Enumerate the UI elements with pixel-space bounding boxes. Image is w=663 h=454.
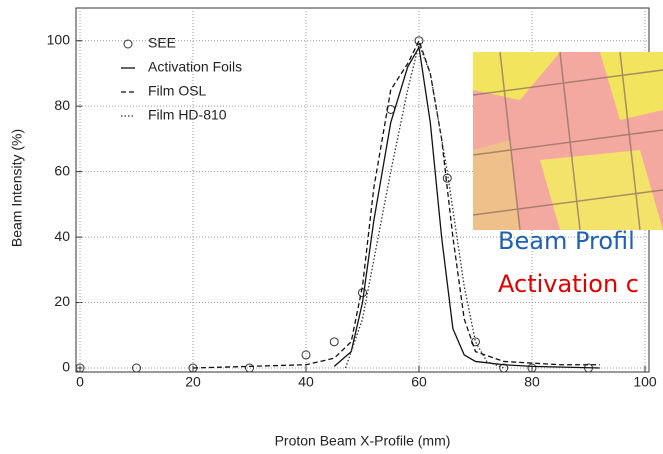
- data-point: [245, 363, 254, 373]
- data-point: [75, 363, 85, 373]
- y-tick-label: 100: [47, 31, 71, 47]
- x-tick-label: 100: [633, 374, 657, 390]
- legend-marker: [123, 39, 133, 49]
- data-point: [499, 363, 509, 373]
- data-point: [527, 363, 537, 373]
- y-tick-label: 80: [54, 97, 70, 113]
- x-tick-label: 0: [76, 374, 84, 390]
- data-point: [301, 350, 311, 360]
- data-point: [358, 288, 367, 298]
- series-line: [192, 39, 600, 369]
- series-line: [333, 45, 600, 369]
- x-tick-label: 60: [411, 374, 427, 390]
- y-axis-label: Beam Intensity (%): [9, 129, 25, 247]
- x-tick-label: 20: [185, 374, 201, 390]
- y-tick-label: 40: [54, 228, 70, 244]
- data-point: [132, 363, 141, 373]
- legend-label: Activation Foils: [148, 59, 242, 75]
- series-line: [344, 41, 504, 369]
- legend-label: Film OSL: [148, 83, 207, 99]
- overlay-text: Activation c: [498, 270, 639, 298]
- data-point: [442, 173, 452, 183]
- periodic-table-photo: [472, 51, 663, 231]
- y-tick-label: 20: [54, 293, 70, 309]
- legend-label: SEE: [148, 35, 176, 51]
- y-tick-label: 0: [62, 359, 70, 375]
- x-tick-label: 40: [298, 374, 314, 390]
- x-axis-label: Proton Beam X-Profile (mm): [275, 433, 451, 449]
- overlay-text: Beam Profil: [498, 227, 635, 255]
- x-tick-label: 80: [524, 374, 540, 390]
- legend-label: Film HD-810: [148, 107, 227, 123]
- y-tick-label: 60: [54, 162, 70, 178]
- data-point: [329, 337, 339, 347]
